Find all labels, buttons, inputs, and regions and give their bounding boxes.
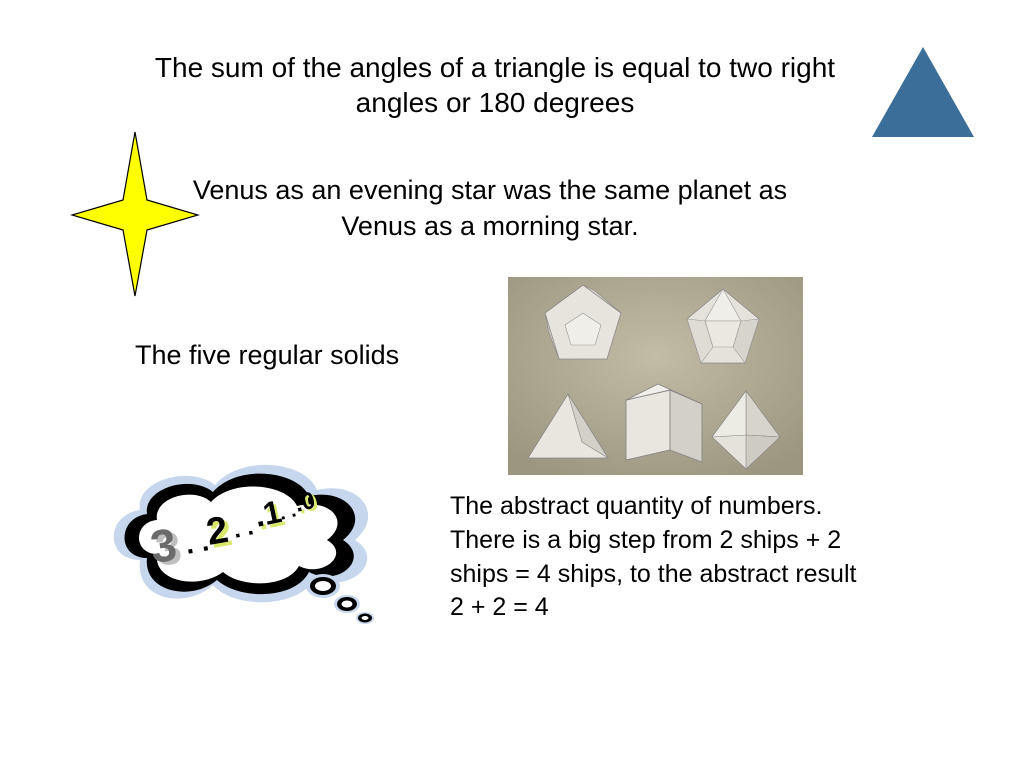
abstract-quantity-text: The abstract quantity of numbers. There …: [450, 490, 860, 625]
triangle-icon: [868, 45, 978, 145]
solids-label: The five regular solids: [135, 340, 399, 371]
slide-title: The sum of the angles of a triangle is e…: [145, 50, 845, 120]
platonic-solids-image: [508, 277, 803, 475]
thought-bubble-icon: 3 3 . . 2 2 . . .1 .1 . . .0 .0: [95, 460, 405, 640]
venus-text: Venus as an evening star was the same pl…: [180, 172, 800, 245]
